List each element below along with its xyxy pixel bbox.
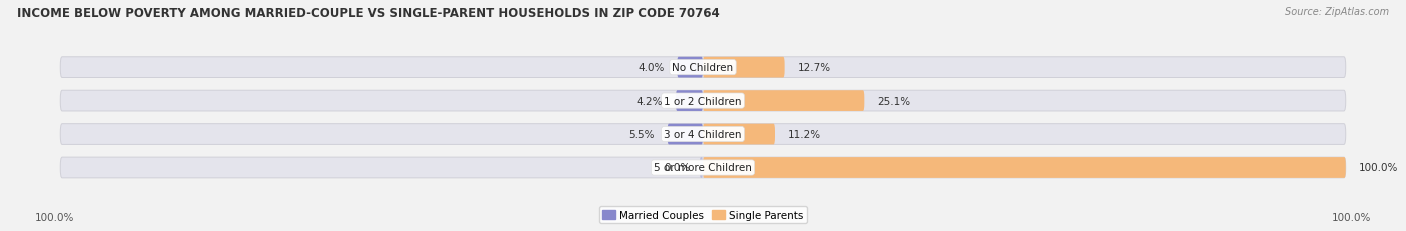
FancyBboxPatch shape (60, 158, 1346, 178)
FancyBboxPatch shape (703, 158, 1346, 178)
FancyBboxPatch shape (60, 58, 1346, 78)
FancyBboxPatch shape (703, 58, 785, 78)
FancyBboxPatch shape (60, 91, 1346, 112)
FancyBboxPatch shape (703, 91, 865, 112)
Text: 4.0%: 4.0% (638, 63, 665, 73)
Text: 25.1%: 25.1% (877, 96, 910, 106)
FancyBboxPatch shape (676, 91, 703, 112)
FancyBboxPatch shape (678, 58, 703, 78)
FancyBboxPatch shape (60, 124, 1346, 145)
Text: 100.0%: 100.0% (35, 212, 75, 222)
FancyBboxPatch shape (700, 158, 703, 178)
Legend: Married Couples, Single Parents: Married Couples, Single Parents (599, 206, 807, 224)
Text: Source: ZipAtlas.com: Source: ZipAtlas.com (1285, 7, 1389, 17)
Text: 1 or 2 Children: 1 or 2 Children (664, 96, 742, 106)
Text: 5.5%: 5.5% (628, 130, 655, 140)
Text: 11.2%: 11.2% (787, 130, 821, 140)
Text: 3 or 4 Children: 3 or 4 Children (664, 130, 742, 140)
Text: No Children: No Children (672, 63, 734, 73)
Text: 0.0%: 0.0% (664, 163, 690, 173)
Text: 100.0%: 100.0% (1358, 163, 1398, 173)
FancyBboxPatch shape (703, 124, 775, 145)
Text: INCOME BELOW POVERTY AMONG MARRIED-COUPLE VS SINGLE-PARENT HOUSEHOLDS IN ZIP COD: INCOME BELOW POVERTY AMONG MARRIED-COUPL… (17, 7, 720, 20)
Text: 5 or more Children: 5 or more Children (654, 163, 752, 173)
Text: 12.7%: 12.7% (797, 63, 831, 73)
FancyBboxPatch shape (668, 124, 703, 145)
Text: 100.0%: 100.0% (1331, 212, 1371, 222)
Text: 4.2%: 4.2% (637, 96, 664, 106)
